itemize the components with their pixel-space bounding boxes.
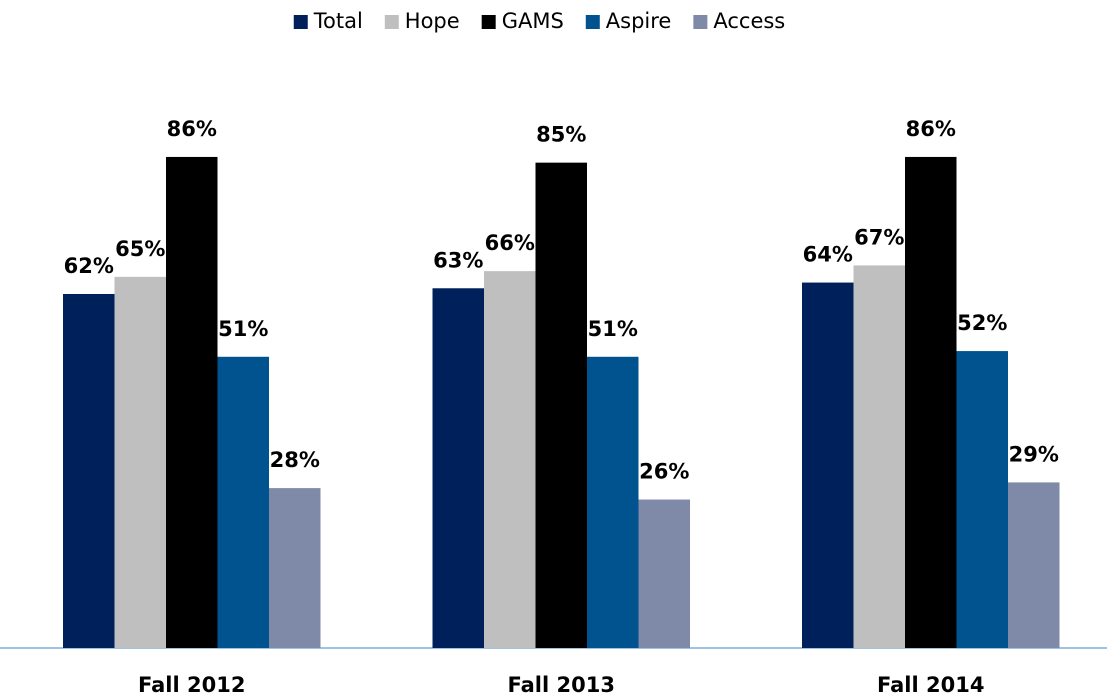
legend-label: Aspire: [606, 9, 672, 33]
bar: [802, 282, 854, 648]
bar: [587, 356, 639, 648]
bar: [905, 156, 957, 648]
value-label: 86%: [167, 117, 217, 141]
bar: [853, 265, 905, 648]
bar: [638, 499, 690, 648]
legend-label: Total: [313, 9, 363, 33]
value-label: 65%: [115, 237, 165, 261]
value-label: 85%: [536, 123, 586, 147]
value-label: 67%: [854, 225, 904, 249]
legend-swatch: [693, 15, 708, 29]
value-label: 64%: [803, 243, 853, 267]
legend-swatch: [293, 15, 308, 29]
bar: [956, 351, 1008, 648]
legend-swatch: [585, 15, 600, 29]
legend-swatch: [481, 15, 496, 29]
value-label: 51%: [588, 317, 638, 341]
value-label: 62%: [64, 254, 114, 278]
value-label: 63%: [433, 248, 483, 272]
value-label: 29%: [1009, 442, 1059, 466]
bar: [1008, 482, 1060, 648]
x-tick-label: Fall 2014: [877, 673, 984, 697]
value-label: 26%: [639, 460, 689, 484]
legend-swatch: [384, 15, 399, 29]
value-label: 86%: [906, 117, 956, 141]
legend-label: Hope: [405, 9, 460, 33]
bar: [63, 293, 115, 648]
value-label: 52%: [957, 311, 1007, 335]
x-tick-label: Fall 2013: [508, 673, 615, 697]
value-label: 66%: [485, 231, 535, 255]
bar: [166, 156, 218, 648]
bar: [217, 356, 269, 648]
value-label: 51%: [218, 317, 268, 341]
bar: [535, 162, 587, 648]
legend-label: GAMS: [502, 9, 564, 33]
value-label: 28%: [270, 448, 320, 472]
bar: [114, 276, 166, 648]
x-tick-label: Fall 2012: [138, 673, 245, 697]
legend-label: Access: [713, 9, 785, 33]
bar: [269, 488, 321, 648]
bar: [432, 288, 484, 648]
bar: [484, 271, 536, 648]
